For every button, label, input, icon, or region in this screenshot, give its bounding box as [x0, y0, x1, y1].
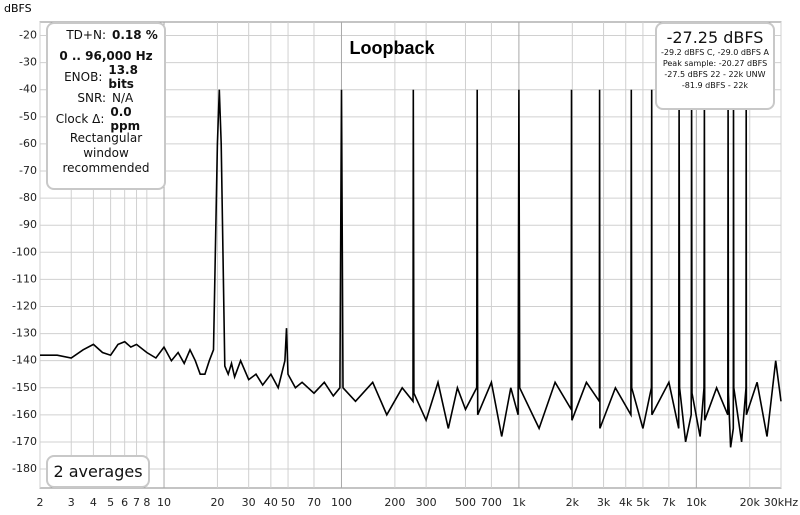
y-tick-label: -70 — [19, 164, 37, 177]
x-tick-label: 2 — [37, 496, 44, 509]
level-value: -27.25 dBFS — [666, 28, 764, 47]
level-line: -81.9 dBFS - 22k — [681, 81, 749, 90]
level-line: Peak sample: -20.27 dBFS — [662, 59, 768, 68]
y-tick-label: -90 — [19, 218, 37, 231]
x-tick-label: 3k — [597, 496, 611, 509]
x-tick-label: 5 — [107, 496, 114, 509]
note-line: recommended — [62, 161, 150, 175]
info-label: TD+N: — [66, 27, 106, 42]
x-tick-label: 100 — [331, 496, 352, 509]
x-tick-label: 8 — [143, 496, 150, 509]
info-note: Rectangular window recommended — [48, 131, 164, 176]
level-line: -27.5 dBFS 22 - 22k UNW — [664, 70, 766, 79]
x-tick-label: 20k — [740, 496, 761, 509]
x-tick-label: 10k — [686, 496, 707, 509]
x-tick-label: 700 — [481, 496, 502, 509]
x-tick-label: 50 — [281, 496, 295, 509]
x-tick-label: 4 — [90, 496, 97, 509]
x-tick-label: 2k — [566, 496, 580, 509]
info-range: 0 .. 96,000 Hz — [59, 48, 153, 63]
y-tick-label: -140 — [12, 354, 37, 367]
x-tick-label: 70 — [307, 496, 321, 509]
x-tick-label: 4k — [619, 496, 633, 509]
x-tick-label: 200 — [384, 496, 405, 509]
note-line: Rectangular — [69, 131, 143, 145]
info-row: SNR: N/A — [48, 87, 164, 108]
x-tick-label: 40 — [264, 496, 278, 509]
x-tick-label: 6 — [121, 496, 128, 509]
y-tick-label: -130 — [12, 327, 37, 340]
level-line: -29.2 dBFS C, -29.0 dBFS A — [661, 48, 769, 57]
x-tick-label: 1k — [512, 496, 526, 509]
y-tick-label: -60 — [19, 137, 37, 150]
info-row: ENOB: 13.8 bits — [48, 63, 164, 91]
y-tick-label: -120 — [12, 299, 37, 312]
y-tick-label: -180 — [12, 462, 37, 475]
y-tick-label: -100 — [12, 245, 37, 258]
x-tick-label: 500 — [455, 496, 476, 509]
y-tick-label: -170 — [12, 435, 37, 448]
x-tick-label: 7k — [662, 496, 676, 509]
info-row: Clock Δ: 0.0 ppm — [48, 105, 164, 133]
y-tick-label: -40 — [19, 83, 37, 96]
info-value: 13.8 bits — [108, 62, 138, 91]
info-value: 0.18 % — [112, 27, 158, 42]
y-tick-label: -80 — [19, 191, 37, 204]
x-tick-label: 300 — [416, 496, 437, 509]
info-value: 0.0 ppm — [110, 104, 141, 133]
y-axis-label: dBFS — [4, 2, 32, 15]
y-tick-label: -160 — [12, 408, 37, 421]
info-row: TD+N: 0.18 % — [48, 24, 164, 45]
y-tick-label: -20 — [19, 29, 37, 42]
x-tick-label: 3 — [68, 496, 75, 509]
spectrum-line — [40, 89, 782, 448]
y-tick-label: -30 — [19, 56, 37, 69]
info-label: Clock Δ: — [55, 111, 105, 126]
info-label: SNR: — [77, 90, 106, 105]
averages-panel: 2 averages — [46, 455, 150, 488]
info-panel: TD+N: 0.18 % 0 .. 96,000 Hz ENOB: 13.8 bit… — [46, 22, 166, 190]
level-panel: -27.25 dBFS -29.2 dBFS C, -29.0 dBFS A P… — [655, 22, 775, 110]
x-tick-label: 30kHz — [764, 496, 799, 509]
x-tick-label: 20 — [210, 496, 224, 509]
info-value: N/A — [112, 90, 134, 105]
info-label: ENOB: — [64, 69, 103, 84]
y-tick-label: -150 — [12, 381, 37, 394]
x-tick-label: 30 — [242, 496, 256, 509]
note-line: window — [83, 146, 129, 160]
x-tick-label: 5k — [636, 496, 650, 509]
y-tick-label: -110 — [12, 272, 37, 285]
y-tick-label: -50 — [19, 110, 37, 123]
x-tick-label: 7 — [133, 496, 140, 509]
chart-title: Loopback — [349, 38, 435, 58]
x-tick-label: 10 — [157, 496, 171, 509]
